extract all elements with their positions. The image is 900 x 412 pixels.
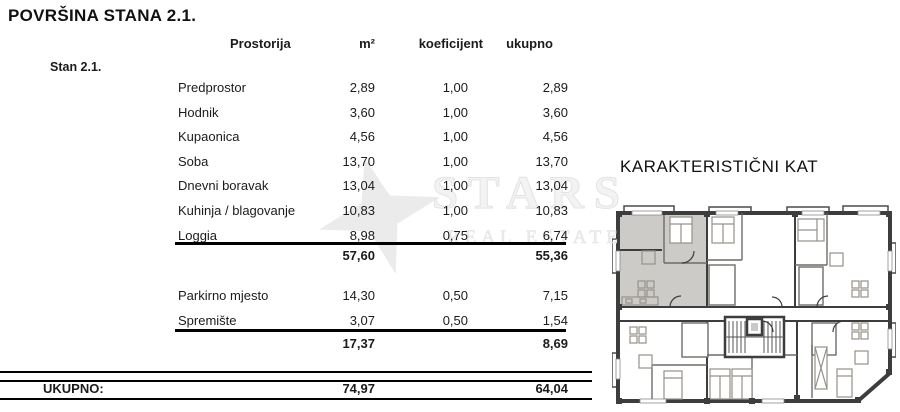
floorplan	[611, 205, 897, 409]
room-koef: 1,00	[442, 154, 468, 169]
room-koef: 1,00	[442, 203, 468, 218]
room-name: Soba	[178, 154, 209, 169]
room-m2: 10,83	[342, 203, 375, 218]
room-total: 7,15	[542, 288, 568, 303]
col-header-koeficijent: koeficijent	[418, 36, 483, 51]
room-koef: 0,50	[442, 313, 468, 328]
col-header-m2: m²	[359, 36, 375, 51]
room-m2: 13,70	[342, 154, 375, 169]
floorplan-heading: KARAKTERISTIČNI KAT	[620, 157, 819, 176]
room-m2: 14,30	[342, 288, 375, 303]
room-total: 13,70	[535, 154, 568, 169]
total-bottom-rule	[0, 398, 592, 400]
stair-core	[723, 315, 786, 359]
subtotal-total: 8,69	[542, 336, 568, 351]
total-m2: 74,97	[342, 381, 375, 396]
subtotal-total: 55,36	[535, 248, 568, 263]
col-header-ukupno: ukupno	[506, 36, 553, 51]
room-koef: 1,00	[442, 80, 468, 95]
table-row: Predprostor 2,89 1,00 2,89	[0, 80, 590, 96]
subtotal-row: 57,60 55,36	[0, 248, 590, 264]
furniture	[621, 216, 869, 400]
room-m2: 2,89	[349, 80, 375, 95]
total-top-rule	[0, 371, 592, 382]
total-label: UKUPNO:	[43, 381, 104, 396]
room-name: Kupaonica	[178, 129, 240, 144]
room-koef: 1,00	[442, 178, 468, 193]
watermark-text: STARS	[431, 167, 631, 220]
total-row: UKUPNO: 74,97 64,04	[0, 381, 590, 397]
table-row: Soba 13,70 1,00 13,70	[0, 154, 590, 170]
group-label: Stan 2.1.	[50, 60, 102, 74]
room-name: Loggia	[178, 228, 218, 243]
table-row: Loggia 8,98 0,75 6,74	[0, 228, 590, 244]
room-total: 13,04	[535, 178, 568, 193]
room-name: Hodnik	[178, 105, 219, 120]
room-total: 4,56	[542, 129, 568, 144]
room-total: 1,54	[542, 313, 568, 328]
subtotal-m2: 57,60	[342, 248, 375, 263]
room-m2: 3,60	[349, 105, 375, 120]
table-row: Kupaonica 4,56 1,00 4,56	[0, 129, 590, 145]
page-title: POVRŠINA STANA 2.1.	[8, 6, 197, 25]
table-header-row: Prostorija m² koeficijent ukupno	[0, 36, 590, 52]
table-row: Parkirno mjesto 14,30 0,50 7,15	[0, 288, 590, 304]
room-koef: 1,00	[442, 105, 468, 120]
watermark-star-icon	[319, 157, 440, 274]
door-arcs	[669, 250, 845, 333]
subtotal-rule	[175, 329, 566, 332]
room-m2: 8,98	[349, 228, 375, 243]
room-name: Predprostor	[178, 80, 246, 95]
room-m2: 3,07	[349, 313, 375, 328]
table-row: Hodnik 3,60 1,00 3,60	[0, 105, 590, 121]
table-row: Dnevni boravak 13,04 1,00 13,04	[0, 178, 590, 194]
room-m2: 13,04	[342, 178, 375, 193]
room-name: Spremište	[178, 313, 237, 328]
room-total: 6,74	[542, 228, 568, 243]
room-m2: 4,56	[349, 129, 375, 144]
room-koef: 0,75	[442, 228, 468, 243]
room-koef: 0,50	[442, 288, 468, 303]
table-row: Spremište 3,07 0,50 1,54	[0, 313, 590, 329]
table-row: Kuhinja / blagovanje 10,83 1,00 10,83	[0, 203, 590, 219]
room-total: 3,60	[542, 105, 568, 120]
room-name: Parkirno mjesto	[178, 288, 269, 303]
pillars	[616, 211, 892, 404]
subtotal-row: 17,37 8,69	[0, 336, 590, 352]
windows	[615, 210, 893, 404]
room-total: 10,83	[535, 203, 568, 218]
room-name: Dnevni boravak	[178, 178, 269, 193]
internal-walls	[618, 213, 890, 401]
col-header-prostorija: Prostorija	[230, 36, 291, 51]
subtotal-m2: 17,37	[342, 336, 375, 351]
room-name: Kuhinja / blagovanje	[178, 203, 296, 218]
floorplan-drawing	[611, 205, 897, 404]
subtotal-rule	[175, 242, 566, 245]
room-partitions	[651, 213, 837, 401]
room-total: 2,89	[542, 80, 568, 95]
total-total: 64,04	[535, 381, 568, 396]
room-koef: 1,00	[442, 129, 468, 144]
